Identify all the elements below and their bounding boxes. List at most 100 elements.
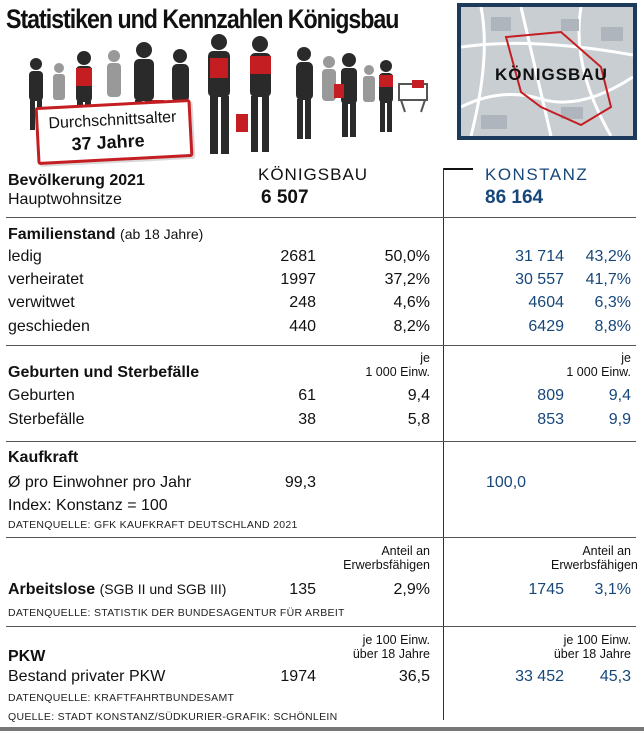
table-cell: 3,1% [594,581,631,598]
table-cell: 43,2% [585,248,631,265]
arbeitslose-note: (SGB II und SGB III) [99,581,227,597]
table-cell: 2,9% [393,581,430,598]
table-row-label: ledig [8,248,42,265]
section-divider [6,217,636,218]
unit-line: Erwerbsfähigen [551,558,638,572]
unit-line: je [621,351,631,365]
unit-label: je 1 000 Einw. [330,351,430,379]
page-title: Statistiken und Kennzahlen Königsbau [6,4,399,34]
unit-line: je 100 Einw. [362,633,430,647]
arbeitslose-heading-row: Arbeitslose (SGB II und SGB III) [8,581,226,599]
unit-label: Anteil an Erwerbsfähigen [330,544,430,572]
divider-corner [443,168,473,170]
konstanz-population: 86 164 [485,187,544,208]
unit-label: Anteil an Erwerbsfähigen [551,544,638,572]
table-cell: 248 [289,294,316,311]
table-row-label: verheiratet [8,271,84,288]
table-row-label: verwitwet [8,294,75,311]
column-divider [443,168,444,720]
data-source: DATENQUELLE: KRAFTFAHRTBUNDESAMT [8,692,235,704]
familienstand-heading-row: Familienstand (ab 18 Jahre) [8,226,203,244]
average-age-box: Durchschnittsalter 37 Jahre [34,98,194,166]
person-silhouette [296,47,313,139]
unit-line: Erwerbsfähigen [343,558,430,572]
section-divider [6,345,636,346]
unit-line: 1 000 Einw. [566,365,631,379]
unit-label: je 100 Einw. über 18 Jahre [330,633,430,661]
unit-line: Anteil an [582,544,631,558]
familienstand-heading: Familienstand [8,226,116,243]
table-row-label: geschieden [8,318,90,335]
data-source: DATENQUELLE: STATISTIK DER BUNDESAGENTUR… [8,607,345,619]
table-cell: 853 [537,411,564,428]
kaufkraft-index-note: Index: Konstanz = 100 [8,497,168,514]
table-cell: 6,3% [594,294,631,311]
table-cell: 1745 [528,581,564,598]
unit-line: über 18 Jahre [553,647,631,661]
table-cell: 9,9 [608,411,631,428]
table-cell: 31 714 [515,248,564,265]
koenigsbau-population: 6 507 [261,187,309,208]
table-cell: 1997 [280,271,316,288]
section-divider [6,626,636,627]
kaufkraft-row-label: Ø pro Einwohner pro Jahr [8,474,192,491]
unit-label: je 100 Einw. über 18 Jahre [551,633,631,661]
table-cell: 6429 [528,318,564,335]
average-age-value: 37 Jahre [71,130,146,155]
konstanz-header: KONSTANZ [485,165,589,184]
person-silhouette [250,36,271,152]
table-cell: 8,2% [393,318,430,335]
section-divider [6,537,636,538]
table-cell: 61 [298,387,316,404]
unit-line: je [420,351,430,365]
unit-label: je 1 000 Einw. [551,351,631,379]
population-label: Bevölkerung 2021 [8,172,145,189]
unit-line: über 18 Jahre [352,647,430,661]
table-cell: 440 [289,318,316,335]
average-age-label: Durchschnittsalter [48,108,177,133]
person-silhouette [341,53,357,137]
data-source: DATENQUELLE: GFK KAUFKRAFT DEUTSCHLAND 2… [8,519,298,531]
table-row-label: Sterbefälle [8,411,85,428]
crowd-illustration [29,34,428,154]
table-cell: 8,8% [594,318,631,335]
location-map: KÖNIGSBAU [457,3,637,140]
unit-line: je 100 Einw. [563,633,631,647]
table-cell: 4,6% [393,294,430,311]
bottom-rule [0,727,644,731]
map-drawing [461,7,633,136]
kaufkraft-koenigsbau-value: 99,3 [284,474,316,491]
table-cell: 9,4 [407,387,430,404]
table-cell: 9,4 [608,387,631,404]
person-silhouette [208,34,230,154]
unit-line: Anteil an [381,544,430,558]
table-cell: 33 452 [515,668,564,685]
section-divider [6,441,636,442]
koenigsbau-header: KÖNIGSBAU [258,165,369,184]
kaufkraft-heading: Kaufkraft [8,449,79,466]
table-row-label: Geburten [8,387,75,404]
geburten-heading: Geburten und Sterbefälle [8,364,200,381]
person-silhouette [379,60,393,132]
table-cell: 4604 [528,294,564,311]
table-cell: 30 557 [515,271,564,288]
table-cell: 2681 [280,248,316,265]
pkw-heading: PKW [8,648,46,665]
table-cell: 37,2% [384,271,430,288]
table-cell: 1974 [280,668,316,685]
table-cell: 38 [298,411,316,428]
unit-line: 1 000 Einw. [365,365,430,379]
table-cell: 809 [537,387,564,404]
population-sublabel: Hauptwohnsitze [8,191,122,208]
table-cell: 135 [289,581,316,598]
map-label: KÖNIGSBAU [495,65,608,84]
footer-source: QUELLE: STADT KONSTANZ/SÜDKURIER-GRAFIK:… [8,711,338,723]
table-cell: 36,5 [398,668,430,685]
kaufkraft-konstanz-value: 100,0 [486,474,527,491]
table-cell: 5,8 [407,411,430,428]
familienstand-note: (ab 18 Jahre) [120,226,204,242]
table-cell: 50,0% [384,248,430,265]
table-cell: 45,3 [599,668,631,685]
pkw-row-label: Bestand privater PKW [8,668,166,685]
table-cell: 41,7% [585,271,631,288]
